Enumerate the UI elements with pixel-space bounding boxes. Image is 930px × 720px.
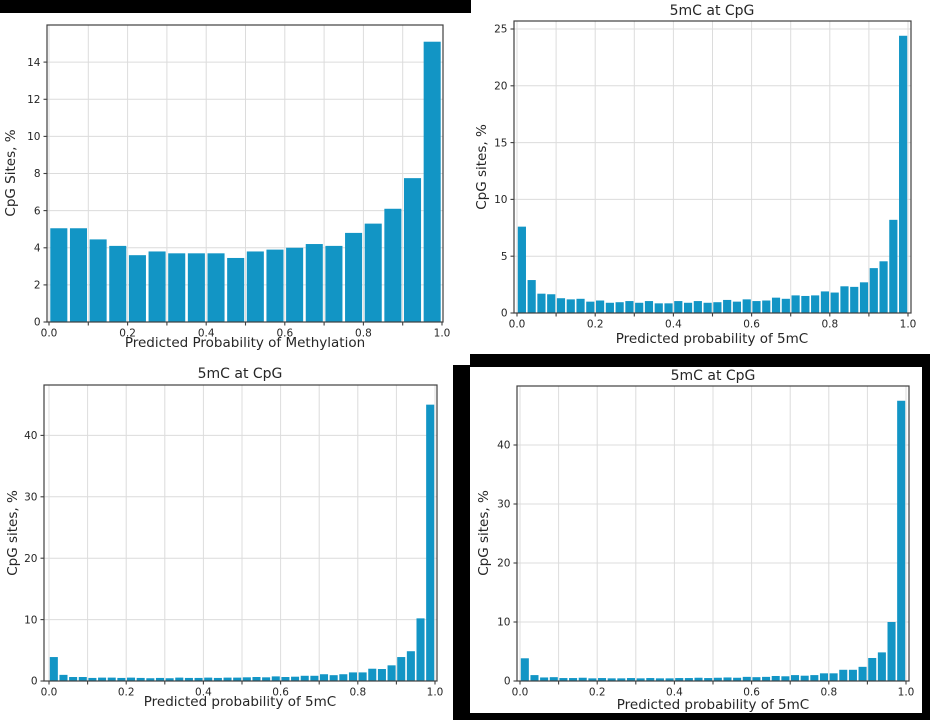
y-axis-label: CpG sites, % [476, 490, 492, 576]
chart-title: 5mC at CpG [669, 3, 755, 19]
svg-text:4: 4 [34, 242, 41, 254]
redaction-frame-top [470, 354, 930, 367]
svg-text:0.0: 0.0 [41, 328, 58, 340]
svg-text:0.4: 0.4 [198, 328, 215, 340]
svg-text:30: 30 [24, 492, 37, 504]
svg-text:0: 0 [501, 308, 508, 320]
svg-text:0.8: 0.8 [820, 687, 837, 699]
svg-text:0.4: 0.4 [665, 319, 682, 331]
panel-histogram-5mc-bottom-left: 0.0 0.2 0.4 0.6 0.8 1.0 0 10 20 30 40 5mC at CpG P… [0, 360, 465, 720]
svg-text:0.2: 0.2 [119, 328, 136, 340]
svg-text:0.0: 0.0 [509, 319, 526, 331]
svg-text:0.8: 0.8 [349, 687, 366, 699]
svg-text:0.8: 0.8 [821, 319, 838, 331]
svg-text:40: 40 [497, 440, 510, 452]
chart-title: 5mC at CpG [197, 366, 283, 382]
svg-text:0.6: 0.6 [272, 687, 289, 699]
svg-text:10: 10 [27, 131, 40, 143]
svg-text:0.6: 0.6 [743, 687, 760, 699]
svg-text:0.2: 0.2 [118, 687, 135, 699]
x-axis-label: Predicted probability of 5mC [615, 331, 809, 347]
svg-text:20: 20 [497, 558, 510, 570]
y-axis-label: CpG sites, % [474, 124, 490, 210]
svg-text:0.0: 0.0 [41, 687, 58, 699]
svg-text:0.4: 0.4 [195, 687, 212, 699]
redaction-frame-left [453, 365, 470, 720]
y-axis-label: CpG sites, % [5, 490, 21, 576]
chart-title: 5mC at CpG [670, 368, 756, 384]
svg-text:6: 6 [34, 205, 41, 217]
svg-text:1.0: 1.0 [427, 687, 444, 699]
svg-text:15: 15 [494, 137, 507, 149]
panel-histogram-methylation: 0.0 0.2 0.4 0.6 0.8 1.0 0 2 4 6 8 10 12 14 Predicted … [0, 0, 465, 360]
svg-text:14: 14 [27, 57, 41, 69]
svg-text:0: 0 [504, 676, 511, 688]
svg-text:0.2: 0.2 [587, 319, 604, 331]
svg-text:0: 0 [34, 317, 41, 329]
histogram-5mc-bottom-left-plot: 0.0 0.2 0.4 0.6 0.8 1.0 0 10 20 30 40 [24, 384, 444, 699]
redaction-frame-bottom [453, 713, 930, 720]
svg-text:40: 40 [24, 430, 37, 442]
y-axis-label: CpG Sites, % [3, 129, 19, 217]
svg-text:12: 12 [27, 94, 40, 106]
panel-histogram-5mc-bottom-right: 0.0 0.2 0.4 0.6 0.8 1.0 0 10 20 30 40 5mC at CpG P… [465, 360, 930, 720]
svg-text:1.0: 1.0 [434, 328, 451, 340]
redaction-frame-right [922, 354, 930, 720]
x-axis-label: Predicted Probability of Methylation [124, 335, 366, 351]
svg-text:30: 30 [497, 499, 510, 511]
svg-text:0.6: 0.6 [276, 328, 293, 340]
x-axis-label: Predicted probability of 5mC [616, 697, 810, 713]
svg-text:0.8: 0.8 [355, 328, 372, 340]
svg-text:0.2: 0.2 [589, 687, 606, 699]
svg-text:0.6: 0.6 [743, 319, 760, 331]
histogram-5mc-top-right-plot: 0.0 0.2 0.4 0.6 0.8 1.0 0 5 10 15 20 25 [494, 20, 917, 331]
svg-text:1.0: 1.0 [898, 687, 915, 699]
svg-text:25: 25 [494, 24, 507, 36]
histogram-methylation-plot: 0.0 0.2 0.4 0.6 0.8 1.0 0 2 4 6 8 10 12 14 [27, 24, 451, 340]
svg-text:10: 10 [497, 617, 510, 629]
svg-text:1.0: 1.0 [900, 319, 917, 331]
svg-text:0.0: 0.0 [512, 687, 529, 699]
svg-text:5: 5 [501, 251, 508, 263]
panel-histogram-5mc-top-right: 0.0 0.2 0.4 0.6 0.8 1.0 0 5 10 15 20 25 5mC at CpG … [465, 0, 930, 360]
svg-text:10: 10 [24, 614, 37, 626]
histogram-5mc-bottom-right-plot: 0.0 0.2 0.4 0.6 0.8 1.0 0 10 20 30 40 [497, 385, 915, 699]
svg-text:20: 20 [494, 81, 507, 93]
svg-text:0: 0 [31, 676, 38, 688]
svg-text:20: 20 [24, 553, 37, 565]
svg-text:2: 2 [34, 280, 41, 292]
svg-text:10: 10 [494, 194, 507, 206]
redaction-bar-top [0, 0, 471, 13]
x-axis-label: Predicted probability of 5mC [143, 694, 337, 710]
svg-text:8: 8 [34, 168, 41, 180]
svg-text:0.4: 0.4 [666, 687, 683, 699]
